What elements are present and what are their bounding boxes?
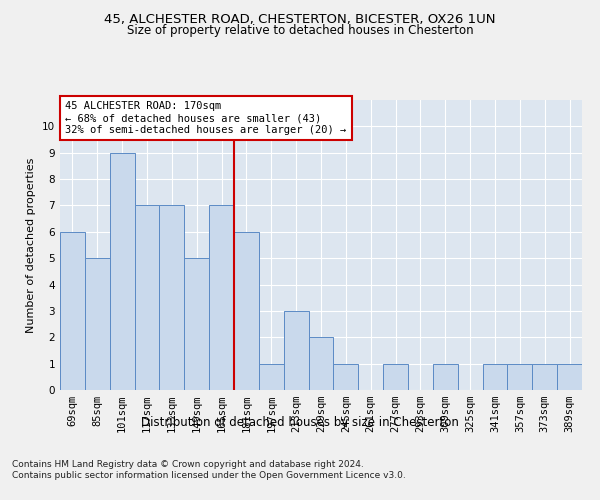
Bar (60, 232, 85, 390)
Text: Contains HM Land Registry data © Crown copyright and database right 2024.: Contains HM Land Registry data © Crown c… (12, 460, 364, 469)
Text: 45, ALCHESTER ROAD, CHESTERTON, BICESTER, OX26 1UN: 45, ALCHESTER ROAD, CHESTERTON, BICESTER… (104, 12, 496, 26)
Text: Contains public sector information licensed under the Open Government Licence v3: Contains public sector information licen… (12, 471, 406, 480)
Bar (209, 206, 234, 390)
Bar (110, 152, 134, 390)
Bar (184, 258, 209, 390)
Bar (160, 206, 184, 390)
Bar (508, 364, 532, 390)
Bar (532, 364, 557, 390)
Bar (85, 258, 110, 390)
Text: 45 ALCHESTER ROAD: 170sqm
← 68% of detached houses are smaller (43)
32% of semi-: 45 ALCHESTER ROAD: 170sqm ← 68% of detac… (65, 102, 346, 134)
Y-axis label: Number of detached properties: Number of detached properties (26, 158, 37, 332)
Bar (557, 364, 582, 390)
Text: Size of property relative to detached houses in Chesterton: Size of property relative to detached ho… (127, 24, 473, 37)
Bar (334, 364, 358, 390)
Bar (482, 364, 508, 390)
Bar (134, 206, 160, 390)
Bar (259, 364, 284, 390)
Bar (234, 232, 259, 390)
Bar (308, 338, 334, 390)
Bar (433, 364, 458, 390)
Text: Distribution of detached houses by size in Chesterton: Distribution of detached houses by size … (141, 416, 459, 429)
Bar (383, 364, 408, 390)
Bar (284, 311, 308, 390)
